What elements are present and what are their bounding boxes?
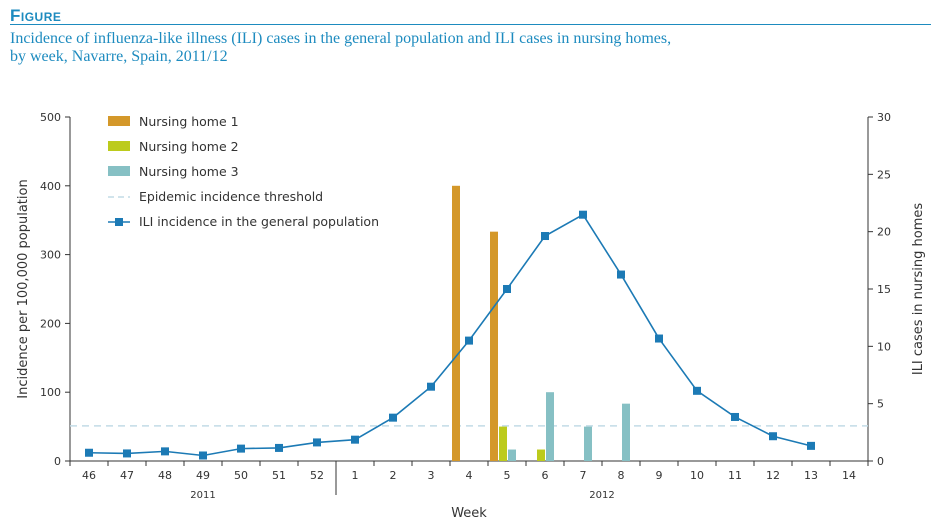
- ili-incidence-point: [85, 448, 93, 457]
- ili-incidence-point: [541, 232, 549, 241]
- bar-nursing-home-2: [499, 426, 507, 461]
- right-tick-label: 20: [877, 226, 891, 239]
- right-axis-title: ILI cases in nursing homes: [911, 203, 926, 376]
- ili-incidence-line: [88, 213, 812, 457]
- left-axis-title: Incidence per 100,000 population: [16, 179, 31, 398]
- ili-incidence-point: [465, 336, 473, 345]
- ili-incidence-point: [351, 435, 359, 444]
- bar-nursing-home-2: [537, 449, 545, 461]
- legend-label-ili: ILI incidence in the general population: [139, 214, 379, 229]
- legend-label-nursing-home-3: Nursing home 3: [139, 164, 239, 179]
- figure-label: Figure: [10, 6, 62, 25]
- ili-incidence-point: [237, 444, 245, 453]
- legend-label-threshold: Epidemic incidence threshold: [139, 189, 323, 204]
- ili-incidence-point: [503, 285, 511, 293]
- ili-incidence-point: [655, 334, 663, 343]
- ili-incidence-point: [199, 451, 207, 460]
- bar-nursing-home-1: [452, 185, 460, 462]
- x-tick-label: 51: [272, 469, 286, 482]
- bar-nursing-home-3: [546, 392, 554, 461]
- right-tick-label: 25: [877, 168, 891, 181]
- right-tick-label: 5: [877, 398, 884, 411]
- x-tick-label: 48: [158, 469, 172, 482]
- right-tick-label: 30: [877, 111, 891, 124]
- left-tick-label: 500: [40, 111, 61, 124]
- ili-incidence-point: [693, 386, 701, 395]
- x-tick-label: 9: [656, 469, 663, 482]
- bar-nursing-home-3: [584, 426, 592, 461]
- ili-incidence-point: [313, 438, 321, 447]
- x-tick-label: 6: [542, 469, 549, 482]
- legend-swatch-nursing-home-3: [108, 166, 130, 176]
- ili-incidence-point: [389, 413, 397, 422]
- x-tick-label: 5: [504, 469, 511, 482]
- ili-incidence-point: [579, 210, 587, 219]
- left-tick-label: 200: [40, 317, 61, 330]
- x-axis-title: Week: [451, 506, 487, 521]
- ili-incidence-point: [807, 441, 815, 450]
- left-tick-label: 0: [54, 455, 61, 468]
- ili-incidence-point: [161, 447, 169, 456]
- left-tick-label: 400: [40, 180, 61, 193]
- x-tick-label: 1: [352, 469, 359, 482]
- x-tick-label: 11: [728, 469, 742, 482]
- ili-incidence-point: [123, 449, 131, 458]
- x-tick-label: 12: [766, 469, 780, 482]
- x-tick-label: 4: [466, 469, 473, 482]
- legend-swatch-nursing-home-1: [108, 116, 130, 126]
- left-tick-label: 100: [40, 386, 61, 399]
- x-tick-label: 47: [120, 469, 134, 482]
- figure-divider: [10, 24, 931, 25]
- ili-incidence-point: [427, 382, 435, 391]
- x-tick-label: 8: [618, 469, 625, 482]
- right-tick-label: 10: [877, 340, 891, 353]
- bar-nursing-home-3: [508, 449, 516, 461]
- right-tick-label: 15: [877, 283, 891, 296]
- ili-incidence-point: [617, 270, 625, 279]
- bar-nursing-home-3: [622, 403, 630, 461]
- bar-nursing-home-1: [490, 231, 498, 461]
- ili-incidence-point: [275, 443, 283, 452]
- x-tick-label: 50: [234, 469, 248, 482]
- x-tick-label: 2: [390, 469, 397, 482]
- x-tick-label: 46: [82, 469, 96, 482]
- x-tick-label: 10: [690, 469, 704, 482]
- legend-swatch-ili-marker: [115, 218, 123, 226]
- x-tick-label: 7: [580, 469, 587, 482]
- x-tick-label: 3: [428, 469, 435, 482]
- chart-title-line-2: by week, Navarre, Spain, 2011/12: [10, 48, 228, 65]
- year-label: 2011: [190, 490, 215, 501]
- ili-incidence-point: [731, 412, 739, 421]
- x-tick-label: 13: [804, 469, 818, 482]
- right-tick-label: 0: [877, 455, 884, 468]
- chart-title: Incidence of influenza-like illness (ILI…: [10, 30, 910, 66]
- x-tick-label: 49: [196, 469, 210, 482]
- x-tick-label: 52: [310, 469, 324, 482]
- legend-label-nursing-home-2: Nursing home 2: [139, 139, 239, 154]
- left-tick-label: 300: [40, 249, 61, 262]
- year-label: 2012: [589, 490, 614, 501]
- chart-title-line-1: Incidence of influenza-like illness (ILI…: [10, 30, 672, 47]
- x-tick-label: 14: [842, 469, 856, 482]
- legend-swatch-nursing-home-2: [108, 141, 130, 151]
- legend-label-nursing-home-1: Nursing home 1: [139, 114, 239, 129]
- ili-incidence-point: [769, 432, 777, 441]
